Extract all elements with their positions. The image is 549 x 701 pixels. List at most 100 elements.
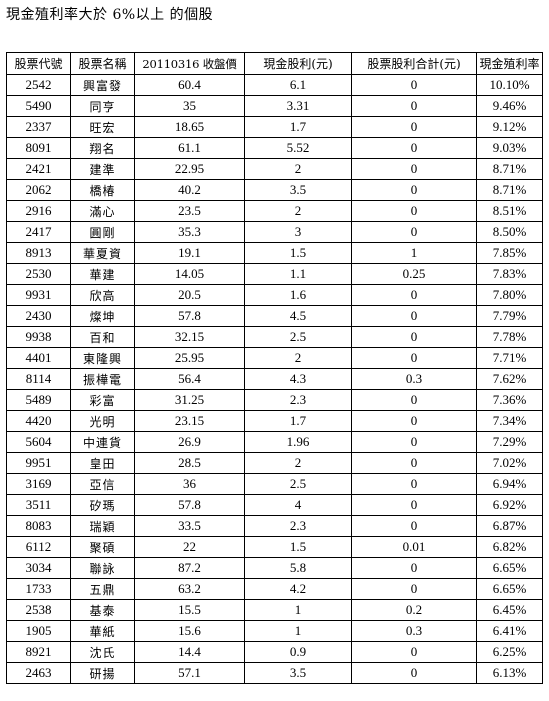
cell-cash-yield: 7.71% xyxy=(476,347,543,369)
table-row: 8913 華夏資 19.1 1.5 1 7.85% xyxy=(6,242,543,264)
cell-stock-name: 皇田 xyxy=(70,452,135,474)
cell-stock-name: 興富發 xyxy=(70,74,135,96)
table-row: 2530 華建 14.05 1.1 0.25 7.83% xyxy=(6,263,543,285)
cell-stock-name: 東隆興 xyxy=(70,347,135,369)
cell-cash-yield: 7.62% xyxy=(476,368,543,390)
table-body: 2542 興富發 60.4 6.1 0 10.10% 5490 同亨 35 3.31 0 9.46% 2… xyxy=(6,74,543,684)
cell-cash-yield: 7.79% xyxy=(476,305,543,327)
table-row: 6112 聚碩 22 1.5 0.01 6.82% xyxy=(6,536,543,558)
cell-closing-price: 22 xyxy=(134,536,245,558)
cell-stock-code: 2530 xyxy=(6,263,71,285)
cell-closing-price: 40.2 xyxy=(134,179,245,201)
cell-cash-yield: 9.12% xyxy=(476,116,543,138)
table-row: 2916 滿心 23.5 2 0 8.51% xyxy=(6,200,543,222)
cell-cash-dividend: 6.1 xyxy=(244,74,352,96)
table-row: 3034 聯詠 87.2 5.8 0 6.65% xyxy=(6,557,543,579)
cell-stock-dividend-total: 0 xyxy=(351,200,477,222)
cell-cash-dividend: 2 xyxy=(244,158,352,180)
cell-closing-price: 35 xyxy=(134,95,245,117)
cell-stock-name: 亞信 xyxy=(70,473,135,495)
table-row: 3169 亞信 36 2.5 0 6.94% xyxy=(6,473,543,495)
cell-cash-dividend: 1.1 xyxy=(244,263,352,285)
cell-closing-price: 60.4 xyxy=(134,74,245,96)
cell-stock-name: 燦坤 xyxy=(70,305,135,327)
cell-cash-dividend: 1.5 xyxy=(244,536,352,558)
table-row: 3511 矽瑪 57.8 4 0 6.92% xyxy=(6,494,543,516)
cell-stock-code: 2337 xyxy=(6,116,71,138)
table-row: 8091 翔名 61.1 5.52 0 9.03% xyxy=(6,137,543,159)
cell-cash-yield: 7.85% xyxy=(476,242,543,264)
table-row: 2463 研揚 57.1 3.5 0 6.13% xyxy=(6,662,543,684)
cell-stock-dividend-total: 0 xyxy=(351,137,477,159)
cell-stock-name: 振樺電 xyxy=(70,368,135,390)
cell-closing-price: 61.1 xyxy=(134,137,245,159)
cell-cash-yield: 6.87% xyxy=(476,515,543,537)
table-row: 8114 振樺電 56.4 4.3 0.3 7.62% xyxy=(6,368,543,390)
table-row: 2421 建準 22.95 2 0 8.71% xyxy=(6,158,543,180)
cell-cash-dividend: 1.7 xyxy=(244,116,352,138)
cell-stock-dividend-total: 0.3 xyxy=(351,620,477,642)
cell-stock-code: 4401 xyxy=(6,347,71,369)
cell-stock-dividend-total: 0 xyxy=(351,452,477,474)
cell-closing-price: 14.4 xyxy=(134,641,245,663)
cell-stock-dividend-total: 1 xyxy=(351,242,477,264)
cell-stock-dividend-total: 0 xyxy=(351,95,477,117)
cell-stock-name: 建準 xyxy=(70,158,135,180)
cell-closing-price: 32.15 xyxy=(134,326,245,348)
cell-stock-code: 8091 xyxy=(6,137,71,159)
cell-closing-price: 31.25 xyxy=(134,389,245,411)
cell-stock-name: 翔名 xyxy=(70,137,135,159)
cell-closing-price: 33.5 xyxy=(134,515,245,537)
cell-stock-code: 1733 xyxy=(6,578,71,600)
cell-stock-code: 2421 xyxy=(6,158,71,180)
cell-stock-code: 3034 xyxy=(6,557,71,579)
cell-stock-name: 矽瑪 xyxy=(70,494,135,516)
cell-stock-code: 6112 xyxy=(6,536,71,558)
cell-stock-dividend-total: 0.01 xyxy=(351,536,477,558)
cell-closing-price: 15.6 xyxy=(134,620,245,642)
cell-stock-code: 2417 xyxy=(6,221,71,243)
cell-cash-dividend: 4 xyxy=(244,494,352,516)
table-row: 5490 同亨 35 3.31 0 9.46% xyxy=(6,95,543,117)
cell-cash-yield: 6.65% xyxy=(476,557,543,579)
cell-stock-dividend-total: 0 xyxy=(351,641,477,663)
cell-cash-dividend: 2 xyxy=(244,200,352,222)
cell-cash-dividend: 5.52 xyxy=(244,137,352,159)
cell-closing-price: 20.5 xyxy=(134,284,245,306)
cell-cash-yield: 6.82% xyxy=(476,536,543,558)
dividend-yield-table: 股票代號 股票名稱 20110316 收盤價 現金股利(元) 股票股利合計(元)… xyxy=(6,52,543,684)
cell-stock-dividend-total: 0 xyxy=(351,662,477,684)
cell-cash-dividend: 3.5 xyxy=(244,662,352,684)
cell-stock-name: 瑞穎 xyxy=(70,515,135,537)
cell-stock-code: 2542 xyxy=(6,74,71,96)
table-row: 2417 圓剛 35.3 3 0 8.50% xyxy=(6,221,543,243)
cell-closing-price: 22.95 xyxy=(134,158,245,180)
cell-cash-dividend: 3.31 xyxy=(244,95,352,117)
cell-stock-name: 華紙 xyxy=(70,620,135,642)
cell-closing-price: 35.3 xyxy=(134,221,245,243)
table-row: 1733 五鼎 63.2 4.2 0 6.65% xyxy=(6,578,543,600)
table-header-row: 股票代號 股票名稱 20110316 收盤價 現金股利(元) 股票股利合計(元)… xyxy=(6,52,543,75)
cell-stock-name: 滿心 xyxy=(70,200,135,222)
cell-cash-dividend: 2.3 xyxy=(244,515,352,537)
cell-cash-yield: 6.92% xyxy=(476,494,543,516)
cell-stock-code: 9951 xyxy=(6,452,71,474)
cell-closing-price: 25.95 xyxy=(134,347,245,369)
cell-cash-dividend: 4.2 xyxy=(244,578,352,600)
cell-stock-dividend-total: 0 xyxy=(351,410,477,432)
cell-cash-dividend: 2.3 xyxy=(244,389,352,411)
cell-cash-dividend: 3 xyxy=(244,221,352,243)
cell-closing-price: 14.05 xyxy=(134,263,245,285)
cell-stock-dividend-total: 0.2 xyxy=(351,599,477,621)
cell-stock-code: 8114 xyxy=(6,368,71,390)
cell-stock-code: 8083 xyxy=(6,515,71,537)
cell-stock-code: 9931 xyxy=(6,284,71,306)
table-row: 2062 橋椿 40.2 3.5 0 8.71% xyxy=(6,179,543,201)
cell-stock-name: 五鼎 xyxy=(70,578,135,600)
cell-stock-code: 5490 xyxy=(6,95,71,117)
cell-cash-dividend: 0.9 xyxy=(244,641,352,663)
cell-stock-name: 中連貨 xyxy=(70,431,135,453)
header-cash-yield: 現金殖利率 xyxy=(476,52,543,75)
cell-cash-dividend: 2 xyxy=(244,452,352,474)
table-row: 2337 旺宏 18.65 1.7 0 9.12% xyxy=(6,116,543,138)
